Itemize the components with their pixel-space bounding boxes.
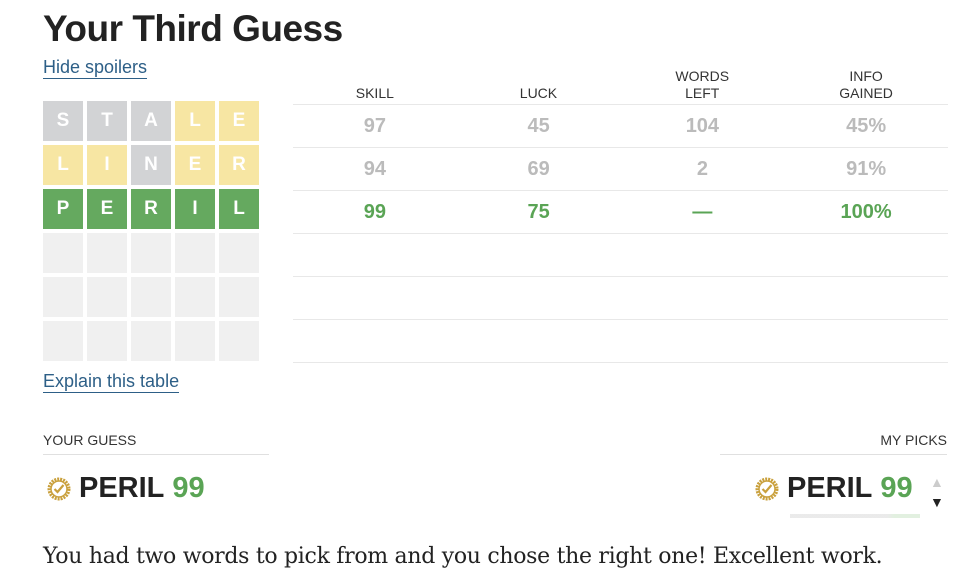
header-info-gained: INFO GAINED: [839, 68, 893, 101]
empty-tile: [43, 233, 83, 273]
empty-tile: [219, 321, 259, 361]
header-luck: LUCK: [519, 85, 558, 101]
header-words-left: WORDS LEFT: [675, 68, 730, 101]
empty-tile: [131, 321, 171, 361]
skill-value: 94: [363, 157, 386, 180]
letter-tile: L: [175, 101, 215, 141]
letter-tile: I: [175, 189, 215, 229]
letter-tile: R: [219, 145, 259, 185]
checkmark-badge-icon: [755, 477, 779, 500]
hide-spoilers-link[interactable]: Hide spoilers: [43, 57, 148, 79]
words-left-value: 2: [696, 157, 708, 180]
table-row: 97 45 104 45%: [293, 105, 948, 148]
pick-word: PERIL: [787, 472, 873, 504]
letter-tile: I: [87, 145, 127, 185]
checkmark-badge-icon: [47, 477, 71, 500]
table-header: SKILL LUCK WORDS LEFT INFO GAINED: [293, 66, 948, 102]
empty-tile: [87, 321, 127, 361]
empty-tile: [43, 277, 83, 317]
letter-tile: L: [219, 189, 259, 229]
empty-tile: [219, 233, 259, 273]
letter-tile: T: [87, 101, 127, 141]
info-gained-value: 45%: [846, 114, 887, 137]
next-pick-preview: [790, 514, 920, 518]
letter-tile: P: [43, 189, 83, 229]
letter-tile: E: [219, 101, 259, 141]
empty-tile: [131, 277, 171, 317]
luck-value: 69: [527, 157, 550, 180]
words-left-value: 104: [685, 114, 720, 137]
explain-table-link[interactable]: Explain this table: [43, 371, 180, 393]
empty-tile: [219, 277, 259, 317]
result-message: You had two words to pick from and you c…: [43, 544, 883, 569]
table-row-empty: [293, 234, 948, 277]
letter-tile: E: [175, 145, 215, 185]
my-pick: PERIL 99: [755, 472, 913, 505]
empty-tile: [175, 233, 215, 273]
table-row: 94 69 2 91%: [293, 148, 948, 191]
table-row-empty: [293, 320, 948, 363]
table-row: 99 75 — 100%: [293, 191, 948, 234]
letter-tile: N: [131, 145, 171, 185]
letter-tile: E: [87, 189, 127, 229]
your-guess-label: YOUR GUESS: [43, 432, 269, 455]
your-guess: PERIL 99: [47, 472, 205, 505]
stats-table: SKILL LUCK WORDS LEFT INFO GAINED 97 45 10…: [293, 66, 948, 363]
up-arrow-icon[interactable]: ▲: [930, 474, 944, 490]
empty-tile: [175, 321, 215, 361]
empty-tile: [175, 277, 215, 317]
skill-value: 99: [363, 200, 386, 223]
pick-score: 99: [880, 472, 913, 504]
page-title: Your Third Guess: [43, 8, 343, 49]
letter-tile: L: [43, 145, 83, 185]
empty-tile: [43, 321, 83, 361]
skill-value: 97: [363, 114, 386, 137]
header-skill: SKILL: [355, 85, 394, 101]
info-gained-value: 100%: [840, 200, 892, 223]
guess-word: PERIL: [79, 472, 165, 504]
my-picks-label: MY PICKS: [720, 432, 947, 455]
luck-value: 75: [527, 200, 550, 223]
table-row-empty: [293, 277, 948, 320]
down-arrow-icon[interactable]: ▼: [930, 494, 944, 510]
empty-tile: [131, 233, 171, 273]
empty-tile: [87, 233, 127, 273]
letter-tile: R: [131, 189, 171, 229]
letter-tile: A: [131, 101, 171, 141]
letter-tile: S: [43, 101, 83, 141]
guess-score: 99: [172, 472, 205, 504]
empty-tile: [87, 277, 127, 317]
luck-value: 45: [527, 114, 550, 137]
pick-stepper[interactable]: ▲ ▼: [930, 472, 944, 512]
info-gained-value: 91%: [846, 157, 887, 180]
words-left-value: —: [692, 200, 713, 223]
